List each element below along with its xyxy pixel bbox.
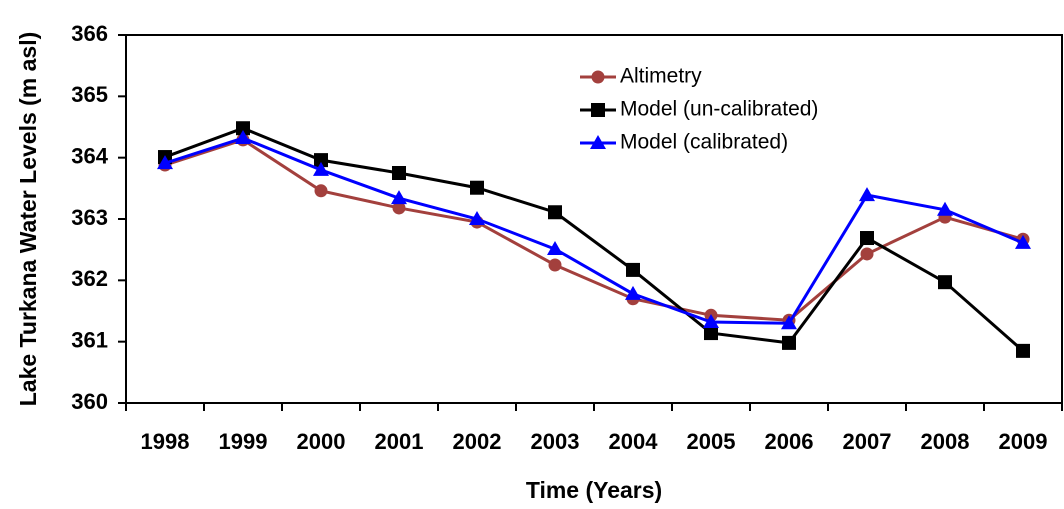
marker-circle xyxy=(548,258,562,272)
marker-square xyxy=(1016,343,1030,358)
marker-triangle xyxy=(469,211,485,225)
y-axis-title: Lake Turkana Water Levels (m asl) xyxy=(15,32,41,407)
x-tick-label: 2003 xyxy=(531,429,580,454)
marker-square xyxy=(392,166,406,180)
marker-circle xyxy=(392,201,406,215)
plot-frame xyxy=(125,34,1063,404)
marker-circle xyxy=(314,184,328,198)
marker-circle xyxy=(591,70,605,84)
series-line xyxy=(164,126,1024,352)
y-tick-label: 363 xyxy=(71,205,108,230)
y-tick-label: 362 xyxy=(71,266,108,291)
legend-label: Model (calibrated) xyxy=(620,131,788,154)
marker-square xyxy=(548,205,562,220)
x-tick-label: 2000 xyxy=(297,429,346,454)
x-tick-label: 2009 xyxy=(999,429,1048,454)
marker-triangle xyxy=(590,135,606,149)
legend-label: Altimetry xyxy=(620,65,702,88)
x-tick-label: 2006 xyxy=(765,429,814,454)
marker-triangle xyxy=(703,314,719,329)
x-axis-title: Time (Years) xyxy=(526,477,662,503)
marker-triangle xyxy=(313,161,329,176)
marker-square xyxy=(236,121,250,136)
marker-square xyxy=(938,275,952,290)
marker-square xyxy=(860,231,874,246)
marker-triangle xyxy=(1015,234,1031,249)
x-tick-label: 2008 xyxy=(921,429,970,454)
x-tick-label: 1999 xyxy=(219,429,268,454)
marker-triangle xyxy=(157,155,173,170)
marker-triangle xyxy=(625,285,641,300)
series-line xyxy=(164,138,1024,322)
y-tick-label: 366 xyxy=(71,21,108,46)
marker-triangle xyxy=(859,187,875,202)
marker-square xyxy=(704,326,718,341)
marker-square xyxy=(782,335,796,350)
marker-triangle xyxy=(547,241,563,256)
marker-triangle xyxy=(391,190,407,205)
marker-triangle xyxy=(937,201,953,216)
marker-square xyxy=(314,153,328,168)
y-tick-label: 360 xyxy=(71,389,108,414)
marker-triangle xyxy=(235,130,251,145)
x-tick-label: 2001 xyxy=(375,429,424,454)
series-line xyxy=(164,136,1024,325)
marker-circle xyxy=(860,247,874,261)
marker-square xyxy=(591,103,605,117)
marker-square xyxy=(626,262,640,277)
y-tick-label: 365 xyxy=(71,82,108,107)
legend-label: Model (un-calibrated) xyxy=(620,98,818,121)
x-tick-label: 2005 xyxy=(687,429,736,454)
y-tick-label: 361 xyxy=(71,327,108,352)
x-tick-label: 2004 xyxy=(609,429,659,454)
x-tick-label: 2002 xyxy=(453,429,502,454)
x-tick-label: 2007 xyxy=(843,429,892,454)
x-tick-label: 1998 xyxy=(141,429,190,454)
y-tick-label: 364 xyxy=(71,143,108,168)
marker-square xyxy=(470,180,484,195)
marker-triangle xyxy=(781,315,797,330)
